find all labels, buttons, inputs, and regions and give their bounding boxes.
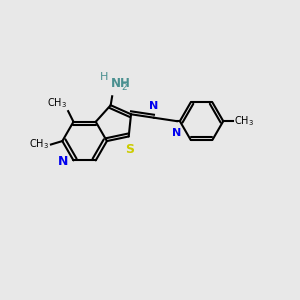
Text: CH$_3$: CH$_3$ [47,96,67,110]
Text: N: N [172,128,182,138]
Text: NH: NH [111,77,130,90]
Text: 2: 2 [121,83,127,92]
Text: CH$_3$: CH$_3$ [234,114,254,128]
Text: N: N [58,155,68,168]
Text: CH$_3$: CH$_3$ [29,138,50,152]
Text: S: S [125,143,134,156]
Text: N: N [149,101,159,111]
Text: H: H [100,72,108,82]
